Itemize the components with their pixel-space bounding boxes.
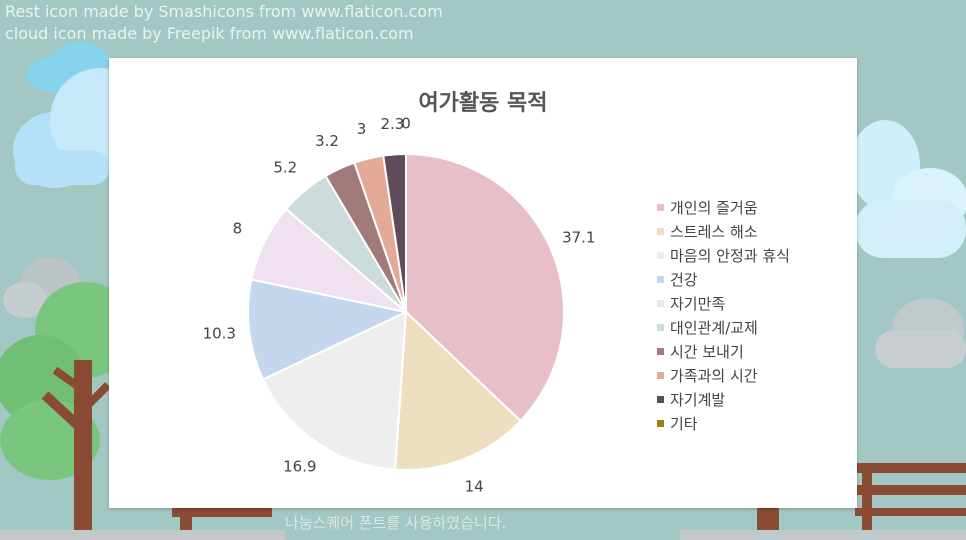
chart-card: 여가활동 목적 37.1 14 16.9 10.3 8 5.2 3.2 3 2.3 0 개인의 즐…	[109, 58, 857, 508]
chart-title: 여가활동 목적	[418, 91, 548, 116]
font-credit-note: 나눔스퀘어 폰트를 사용하였습니다.	[285, 514, 507, 532]
legend-swatch	[657, 347, 664, 355]
legend-swatch	[657, 275, 664, 283]
cloud-icon	[875, 298, 966, 368]
data-label: 16.9	[283, 458, 316, 476]
pie-chart: 37.1 14 16.9 10.3 8 5.2 3.2 3 2.30	[203, 115, 596, 496]
legend-label: 시간 보내기	[670, 342, 744, 361]
data-label: 0	[401, 115, 411, 133]
legend-item: 대인관계/교제	[657, 315, 790, 339]
legend-item: 자기만족	[657, 291, 790, 315]
legend-label: 대인관계/교제	[670, 318, 758, 337]
legend-label: 자기만족	[670, 294, 726, 313]
cloud-icon	[850, 120, 966, 258]
legend-swatch	[657, 299, 664, 307]
legend-item: 자기계발	[657, 387, 790, 411]
ground-strip	[680, 530, 966, 540]
data-label: 8	[233, 219, 243, 237]
legend-swatch	[657, 323, 664, 331]
data-label: 3.2	[315, 132, 339, 150]
data-label: 2.3	[381, 115, 405, 133]
legend-label: 마음의 안정과 휴식	[670, 246, 790, 265]
ground-strip	[0, 530, 285, 540]
data-label: 14	[465, 478, 484, 496]
legend-item: 가족과의 시간	[657, 363, 790, 387]
legend-swatch	[657, 371, 664, 379]
legend-label: 기타	[670, 414, 698, 433]
legend-swatch	[657, 395, 664, 403]
credit-cloud-icon: cloud icon made by Freepik from www.flat…	[5, 24, 414, 43]
data-label: 37.1	[562, 228, 595, 246]
legend-label: 개인의 즐거움	[670, 198, 758, 217]
pie-slice	[405, 152, 565, 423]
legend-swatch	[657, 251, 664, 259]
data-label: 10.3	[203, 324, 236, 342]
legend-item: 기타	[657, 411, 790, 435]
legend-swatch	[657, 419, 664, 427]
bench-icon	[172, 463, 966, 535]
legend-label: 자기계발	[670, 390, 726, 409]
legend-swatch	[657, 203, 664, 211]
legend-item: 건강	[657, 267, 790, 291]
legend-item: 시간 보내기	[657, 339, 790, 363]
pie-slice	[261, 310, 408, 471]
legend-label: 건강	[670, 270, 698, 289]
legend-swatch	[657, 227, 664, 235]
legend-label: 스트레스 해소	[670, 222, 758, 241]
legend-item: 스트레스 해소	[657, 219, 790, 243]
pie-slice	[394, 309, 522, 471]
data-label: 5.2	[273, 158, 297, 176]
legend-item: 마음의 안정과 휴식	[657, 243, 790, 267]
credit-rest-icon: Rest icon made by Smashicons from www.fl…	[5, 2, 443, 21]
pie-slice	[382, 152, 407, 313]
legend-label: 가족과의 시간	[670, 366, 758, 385]
data-label: 3	[357, 120, 367, 138]
legend-item: 개인의 즐거움	[657, 195, 790, 219]
